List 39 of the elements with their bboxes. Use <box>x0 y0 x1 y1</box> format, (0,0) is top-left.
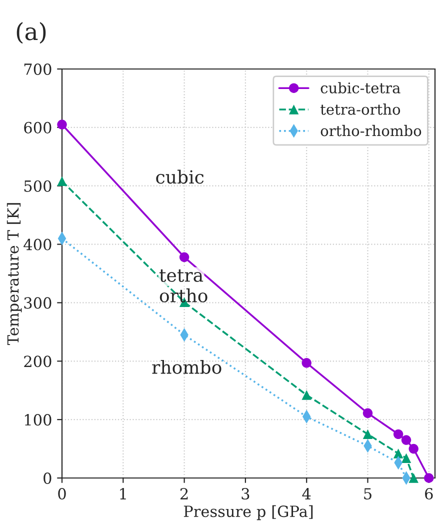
x-axis-title: Pressure p [GPa] <box>184 505 313 520</box>
point <box>401 435 412 445</box>
point <box>362 429 373 440</box>
point <box>302 390 312 400</box>
y-tick-label: 300 <box>24 297 52 309</box>
point <box>393 448 404 458</box>
x-tick-label: 5 <box>364 488 372 500</box>
x-tick-label: 6 <box>425 488 433 500</box>
y-tick-label: 700 <box>24 63 52 76</box>
point <box>302 358 312 368</box>
y-tick-label: 500 <box>24 180 52 192</box>
point <box>408 444 418 454</box>
annotation: cubic <box>156 170 204 184</box>
x-tick-label: 0 <box>58 488 66 500</box>
x-tick-label: 3 <box>242 488 250 500</box>
y-axis-title: Temperature T [K] <box>6 203 22 346</box>
y-tick-label: 600 <box>24 122 52 134</box>
y-tick-label: 100 <box>24 414 52 426</box>
x-tick-label: 4 <box>302 488 311 500</box>
annotation: tetra <box>160 269 204 282</box>
legend-label: cubic-tetra <box>320 82 400 94</box>
point <box>57 120 67 130</box>
chart-title: (a) <box>16 22 46 44</box>
point <box>393 429 404 440</box>
x-tick-label: 1 <box>120 488 126 500</box>
legend-label: ortho-rhombo <box>320 124 422 136</box>
point <box>424 473 434 483</box>
legend-label: tetra-ortho <box>320 104 400 115</box>
y-tick-label: 0 <box>44 472 52 484</box>
point <box>57 176 67 186</box>
point <box>401 453 412 463</box>
annotation: ortho <box>160 288 208 302</box>
x-tick-label: 2 <box>180 488 188 500</box>
point <box>362 408 373 418</box>
y-tick-label: 400 <box>24 238 52 250</box>
annotation: rhombo <box>152 360 222 374</box>
y-tick-label: 200 <box>24 356 52 368</box>
point <box>408 473 418 483</box>
point <box>179 252 190 262</box>
